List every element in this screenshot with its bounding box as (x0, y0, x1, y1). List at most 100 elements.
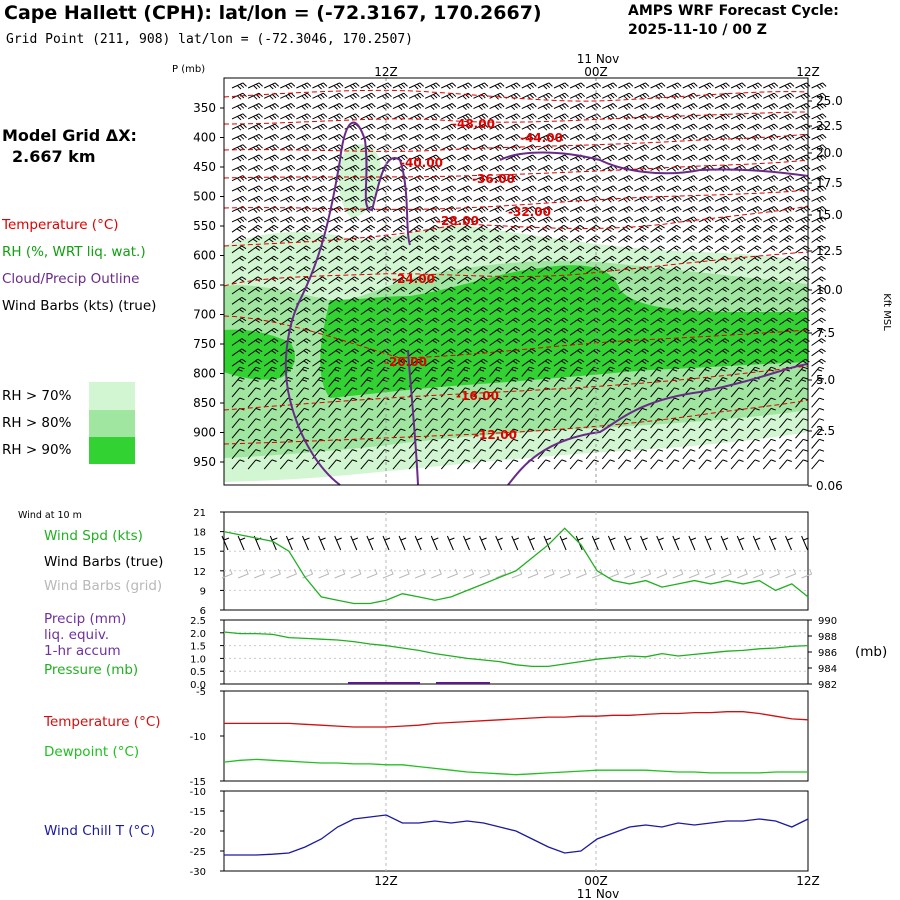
wind-barb (521, 377, 535, 388)
wind-barb (618, 428, 631, 439)
forecast-cycle-label: AMPS WRF Forecast Cycle: (628, 3, 839, 19)
wind-barb (360, 266, 376, 274)
temperature-contour-7 (223, 315, 809, 359)
wind-barb-grid (559, 568, 571, 579)
wind-barb-grid (720, 568, 732, 579)
wind-barb (634, 438, 648, 449)
wind-barb (231, 123, 247, 131)
wind-barb (779, 245, 794, 254)
wind-barb (441, 133, 457, 141)
wind-barb (505, 266, 520, 274)
wind-barb-grid (511, 568, 523, 579)
wind-barb-true (559, 535, 568, 551)
wind-barb (312, 296, 327, 305)
wind-barb (553, 407, 567, 418)
wind-barb (602, 164, 618, 172)
wind-barb (698, 428, 712, 439)
wind-barb (601, 438, 615, 449)
wind-barb (457, 92, 473, 100)
wind-barb (763, 296, 778, 305)
wind-barb (634, 255, 649, 264)
pressure-tick-label: 950 (193, 455, 216, 469)
wind-barb (376, 123, 392, 131)
wind-barb (440, 387, 454, 398)
wind-barb (263, 307, 279, 316)
wind-barb (328, 175, 344, 183)
wind-barb (585, 266, 601, 274)
wind-barb (779, 438, 792, 449)
wind-barb (650, 286, 665, 295)
height-tick-label: 5.0 (816, 373, 835, 387)
wind-barb (602, 123, 618, 131)
wind-barb (521, 438, 535, 449)
wind-barb (376, 266, 392, 274)
wind-barb (296, 366, 309, 377)
wind-barb (746, 195, 763, 203)
wind-barb (392, 387, 406, 398)
wind-barb (280, 144, 296, 152)
temperature-contour-label: -16.00 (456, 389, 499, 403)
wind-barb (279, 387, 293, 398)
wind-barb (714, 387, 728, 398)
temp-panel-frame (223, 690, 809, 782)
wind-barb (392, 366, 406, 377)
wind-barb (231, 418, 245, 429)
wind-barb (746, 286, 762, 295)
wind-barb (263, 175, 280, 183)
wind-barb-true (366, 535, 375, 551)
wind-barb (811, 154, 827, 162)
wind-barb (505, 438, 519, 449)
legend-rh90-label: RH > 90% (2, 442, 72, 458)
wind-barb (682, 397, 696, 408)
wind-barb (811, 438, 825, 449)
wind-barb (521, 113, 537, 121)
wind-barb (328, 397, 342, 408)
wind-barb (537, 286, 553, 295)
wind-barb (247, 358, 263, 367)
wind-barb (762, 418, 776, 429)
wind-barb (296, 154, 312, 162)
wind-barb (634, 366, 648, 377)
top-time-label: 12Z (796, 65, 820, 79)
wind-barb (585, 123, 602, 131)
wind-barb (505, 296, 520, 305)
wind-barb (489, 103, 505, 110)
wind-barb (666, 338, 681, 346)
wind-barb (811, 224, 826, 233)
wind-barb (473, 358, 488, 367)
wind-barb-true (656, 535, 664, 551)
wind-barb (231, 338, 247, 346)
wind-barb (408, 164, 424, 172)
wind-barb (505, 185, 521, 193)
wind-barb (392, 397, 406, 408)
wind-barb (392, 358, 408, 367)
wind-barb (344, 317, 359, 326)
wind-barb-true (318, 535, 326, 551)
wind-barb (247, 307, 263, 316)
wind-barb (795, 449, 809, 460)
wind-barb (441, 358, 456, 367)
wind-barb (424, 327, 440, 336)
wind-barb (247, 266, 263, 274)
wind-barb (795, 286, 810, 295)
wind-barb-grid (656, 568, 668, 579)
wind-barb (521, 327, 537, 336)
wind-barb (795, 338, 810, 346)
wind-barb (376, 216, 392, 224)
wind-barb (746, 428, 760, 439)
wind-barb (730, 438, 744, 449)
wind-barb (408, 123, 424, 131)
wind-barb (811, 407, 825, 418)
wind-barb-grid (704, 568, 716, 579)
wind-barb (505, 397, 519, 408)
wind-barb (521, 317, 537, 326)
wind-barb (441, 276, 456, 285)
wind-barb (441, 164, 457, 172)
wind-barb (521, 92, 537, 100)
wind-barb (682, 133, 698, 141)
wind-barb (569, 82, 585, 90)
wind-barb (779, 164, 795, 172)
wind-barb (489, 195, 505, 203)
wind-barb (280, 296, 295, 305)
wind-barb (408, 348, 424, 357)
